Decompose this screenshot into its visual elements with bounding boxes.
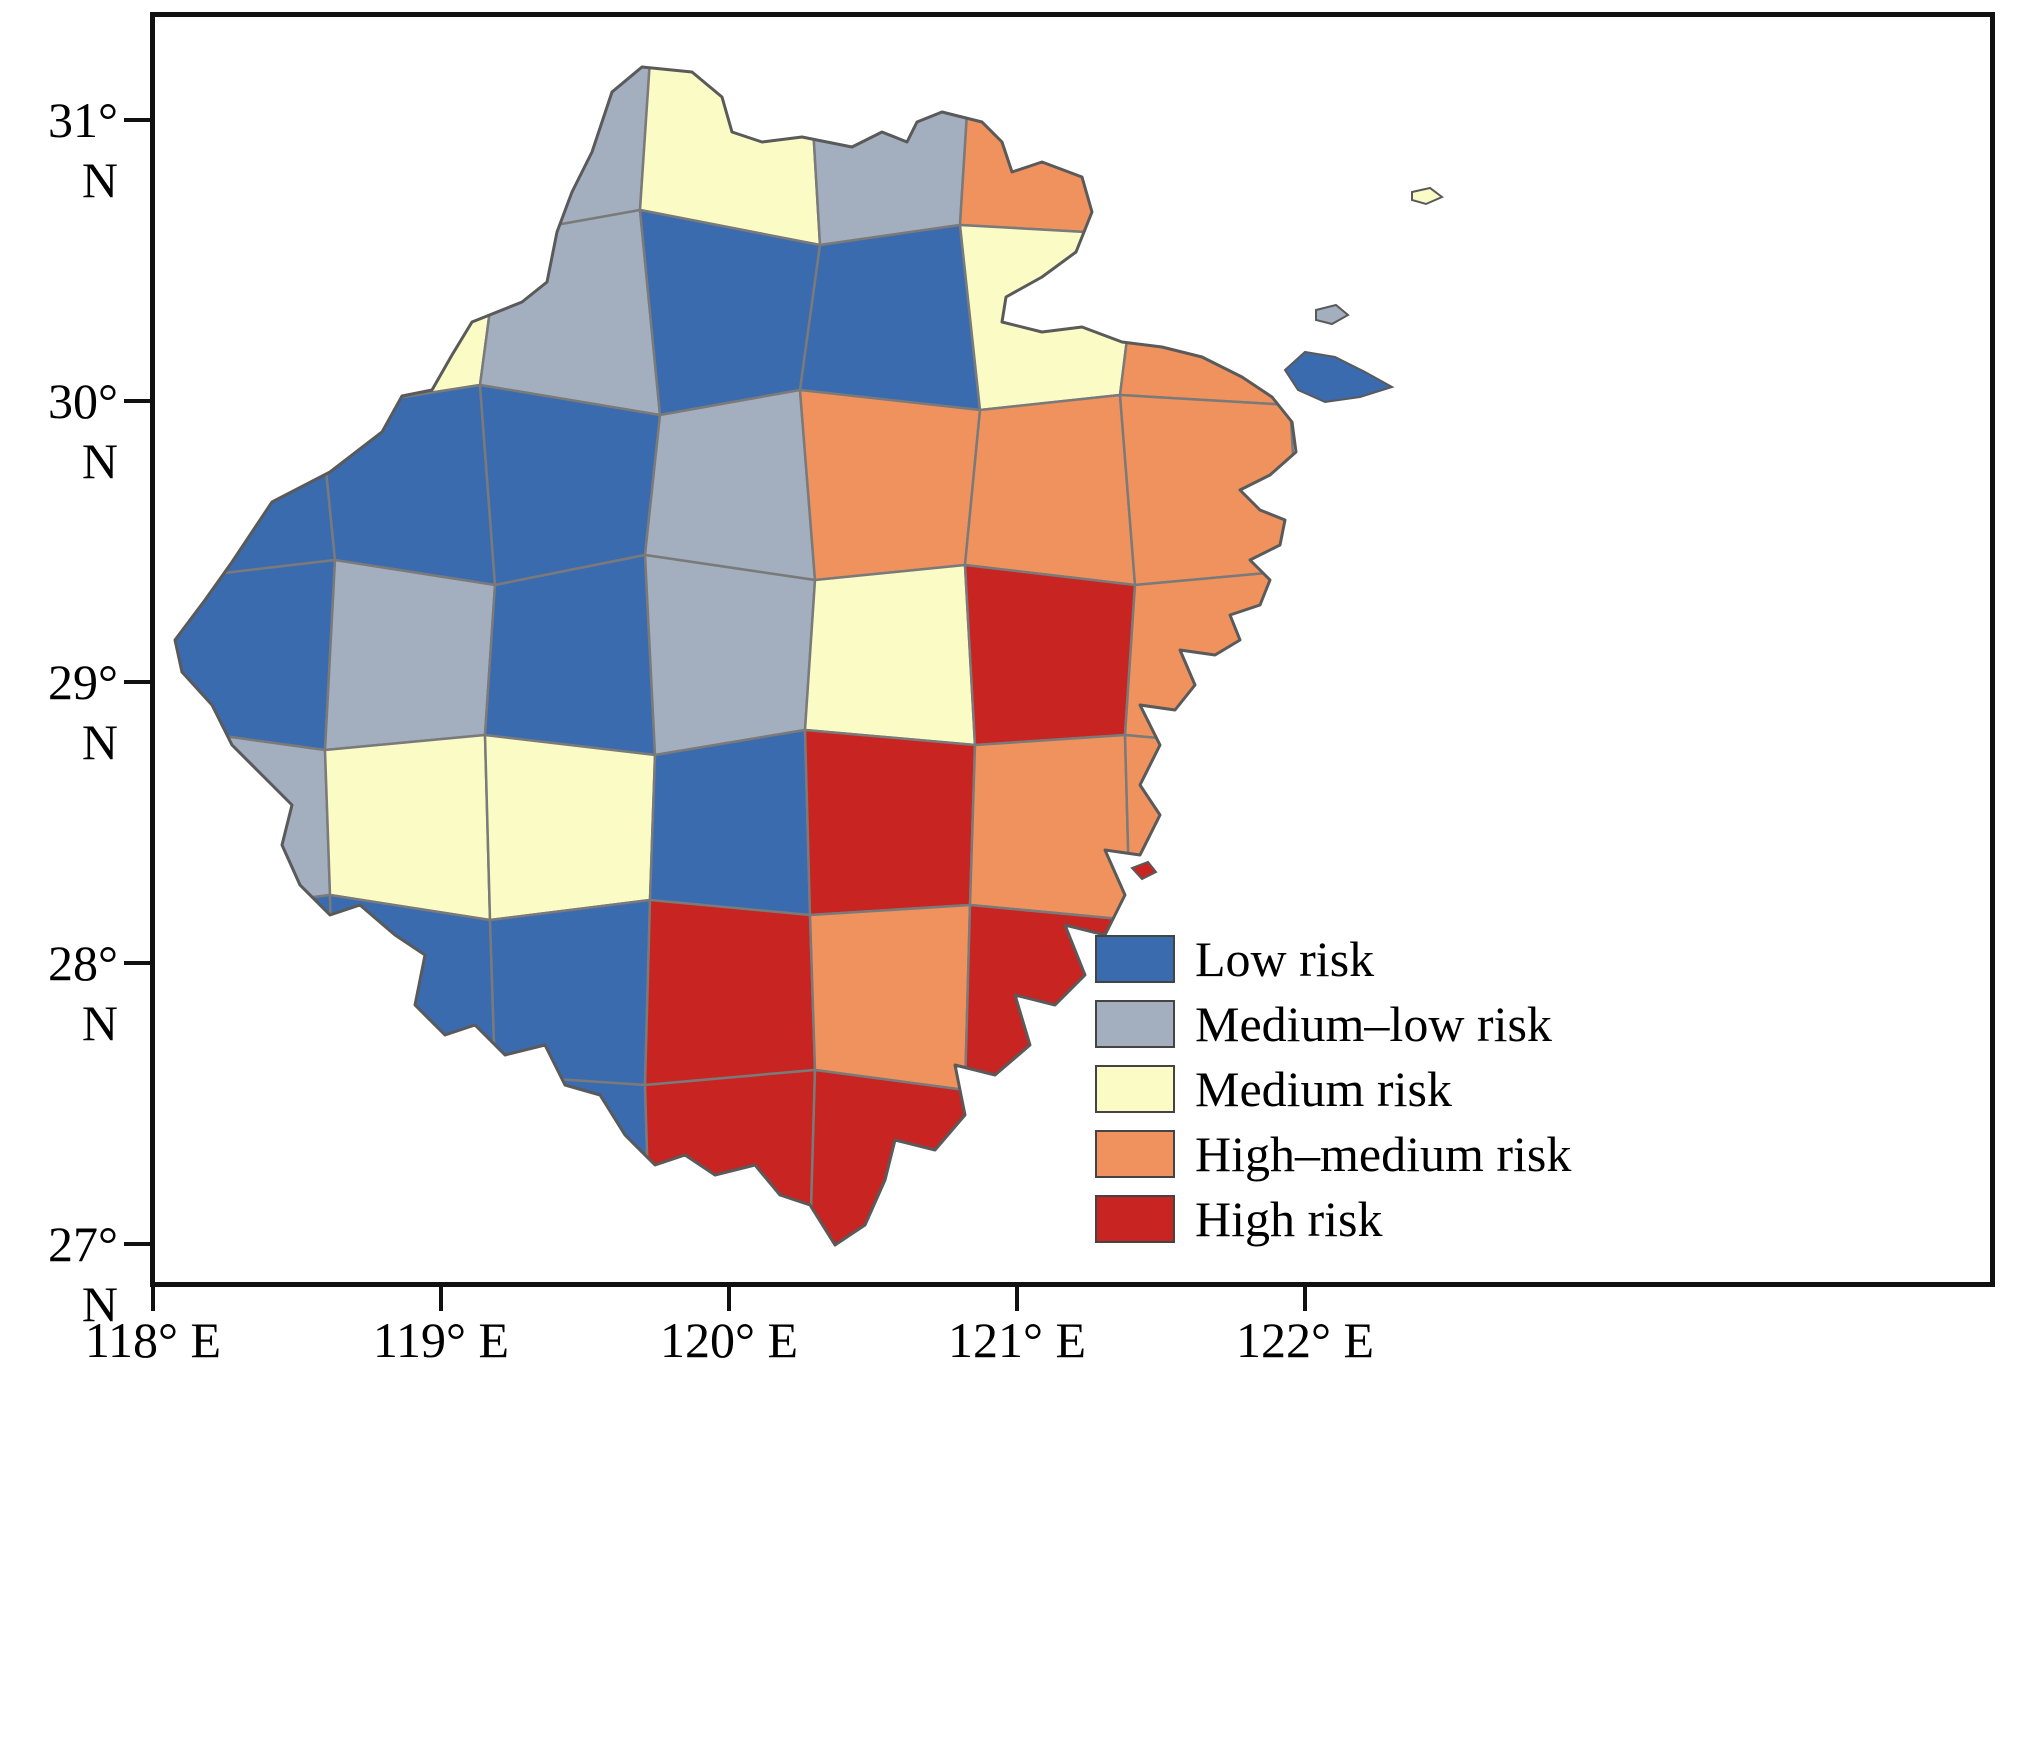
x-axis-tick (727, 1287, 731, 1311)
island-region (1130, 860, 1158, 881)
county-region (643, 553, 817, 757)
county-region (323, 558, 497, 752)
county-region (488, 898, 652, 1087)
county-region (1123, 568, 1296, 752)
legend-label-medium-risk: Medium risk (1195, 1060, 1452, 1117)
legend-label-high-medium-risk: High–medium risk (1195, 1125, 1572, 1182)
y-axis-tick-label: 28° N (48, 935, 118, 1051)
county-region (328, 1073, 497, 1245)
county-region (958, 223, 1142, 412)
county-region (175, 893, 337, 1092)
y-axis-tick (124, 1242, 150, 1246)
county-region (175, 728, 332, 917)
y-axis-tick-label: 27° N (48, 1216, 118, 1332)
y-axis-tick-label: 31° N (48, 92, 118, 208)
county-region (488, 1073, 652, 1245)
county-region (638, 208, 822, 417)
island-region (1411, 186, 1444, 206)
county-region (798, 388, 982, 582)
county-region (483, 733, 657, 922)
x-axis-tick-label: 122° E (1235, 1312, 1375, 1368)
legend-item-high-risk: High risk (1095, 1186, 1571, 1251)
x-axis-tick-label: 119° E (372, 1312, 510, 1368)
county-region (1118, 218, 1296, 407)
x-axis-tick-label: 120° E (659, 1312, 799, 1368)
legend-swatch-low-risk (1095, 934, 1175, 983)
legend-swatch-medium-risk (1095, 1064, 1175, 1113)
y-axis-tick (124, 680, 150, 684)
county-region (808, 903, 972, 1092)
county-region (968, 733, 1132, 922)
county-region (798, 223, 982, 412)
x-axis-tick (439, 1287, 443, 1311)
y-axis-tick-label: 29° N (48, 654, 118, 770)
legend-swatch-high-medium-risk (1095, 1129, 1175, 1178)
y-axis-tick-label: 30° N (48, 373, 118, 489)
island-region (1283, 350, 1395, 404)
x-axis-tick (1303, 1287, 1307, 1311)
legend-swatch-medium-low-risk (1095, 999, 1175, 1048)
legend-label-medium-low-risk: Medium–low risk (1195, 995, 1552, 1052)
legend-label-low-risk: Low risk (1195, 930, 1375, 987)
county-region (963, 393, 1137, 587)
y-axis-tick (124, 399, 150, 403)
legend-swatch-high-risk (1095, 1194, 1175, 1243)
county-region (958, 67, 1142, 237)
legend-item-low-risk: Low risk (1095, 926, 1571, 991)
x-axis-tick (1015, 1287, 1019, 1311)
county-region (323, 733, 492, 922)
island-region (1315, 303, 1350, 326)
county-region (478, 383, 662, 587)
county-region (643, 388, 817, 582)
county-region (318, 218, 502, 412)
county-region (328, 67, 502, 237)
legend-label-high-risk: High risk (1195, 1190, 1383, 1247)
county-region (318, 383, 497, 587)
county-region (648, 728, 812, 917)
county-region (1128, 68, 1296, 237)
county-region (963, 563, 1137, 747)
x-axis-tick-label: 121° E (947, 1312, 1087, 1368)
y-axis-tick (124, 961, 150, 965)
x-axis-tick-label: 118° E (84, 1312, 222, 1368)
province-outline (173, 65, 1298, 1247)
legend: Low risk Medium–low risk Medium risk Hig… (1095, 926, 1571, 1251)
x-axis-tick (151, 1287, 155, 1311)
county-region (175, 218, 342, 412)
county-region (175, 558, 337, 752)
county-region (478, 208, 662, 417)
county-region (175, 388, 337, 582)
county-region (175, 68, 342, 242)
county-region (1118, 393, 1296, 587)
county-region (803, 563, 977, 747)
y-axis-tick (124, 118, 150, 122)
county-region (483, 553, 657, 757)
legend-item-medium-risk: Medium risk (1095, 1056, 1571, 1121)
county-region (808, 67, 972, 247)
county-region (328, 893, 497, 1092)
county-region (803, 728, 977, 917)
county-region (643, 898, 817, 1087)
legend-item-medium-low-risk: Medium–low risk (1095, 991, 1571, 1056)
county-region (175, 1068, 337, 1245)
legend-item-high-medium-risk: High–medium risk (1095, 1121, 1571, 1186)
